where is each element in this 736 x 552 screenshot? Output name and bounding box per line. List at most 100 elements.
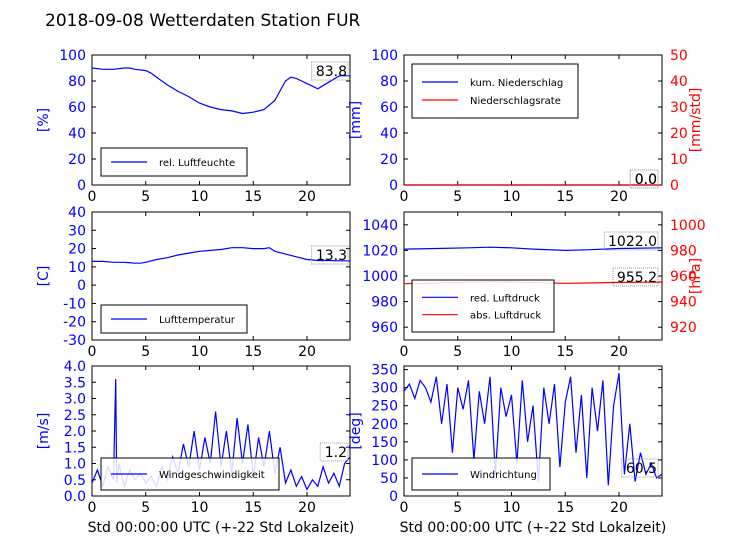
y-tick-label-right: 920 [670, 320, 697, 336]
y-tick-label-right: 30 [670, 100, 688, 116]
y-tick-label: -10 [63, 296, 86, 312]
legend-label: abs. Luftdruck [470, 311, 541, 322]
legend-label: rel. Luftfeuchte [159, 158, 235, 169]
series-line-1 [91, 67, 350, 115]
y-tick-label: 1.0 [64, 457, 86, 473]
x-tick-label: 20 [298, 344, 316, 360]
y-axis-label: [%] [36, 108, 52, 132]
y-tick-label: 3.5 [64, 375, 86, 391]
x-tick-label: 10 [503, 189, 521, 205]
legend: kum. Niederschlag Niederschlagsrate [411, 63, 579, 119]
last-value-box [311, 245, 349, 265]
legend: Windrichtung [411, 457, 551, 491]
y-tick-label-right: 10 [670, 152, 688, 168]
x-tick-label: 10 [503, 500, 521, 516]
x-tick-label: 5 [141, 189, 150, 205]
y-tick-label: 80 [380, 74, 398, 90]
y-axis-label: [mm] [348, 101, 364, 139]
y-tick-label: 20 [68, 152, 86, 168]
y-tick-label: 0 [389, 178, 398, 194]
x-tick-label: 0 [88, 344, 97, 360]
y-tick-label: 100 [371, 48, 398, 64]
last-value-label: 83.8 [316, 64, 347, 80]
legend: Windgeschwindigkeit [100, 457, 280, 491]
y-tick-label: 50 [380, 471, 398, 487]
plot-frame [91, 54, 351, 186]
last-value-label: 955.2 [617, 270, 657, 286]
x-tick-label: 20 [610, 189, 628, 205]
plot-frame [403, 365, 663, 497]
x-tick-label: 0 [400, 189, 409, 205]
y-tick-label: 350 [371, 363, 398, 379]
legend-frame [411, 279, 555, 333]
x-tick-label: 5 [453, 189, 462, 205]
y-tick-label: 0 [77, 278, 86, 294]
last-value-box [603, 231, 659, 251]
y-tick-label: 0 [389, 489, 398, 505]
x-tick-label: 15 [556, 344, 574, 360]
y-tick-label: 20 [68, 242, 86, 258]
x-axis-label: Std 00:00:00 UTC (+-22 Std Lokalzeit) [88, 520, 355, 536]
legend-label: red. Luftdruck [470, 293, 540, 304]
x-tick-label: 15 [244, 189, 262, 205]
series-line-1 [403, 373, 663, 486]
legend-label: kum. Niederschlag [470, 78, 563, 89]
x-tick-label: 10 [191, 500, 209, 516]
y-tick-label: 20 [380, 152, 398, 168]
x-tick-label: 15 [556, 189, 574, 205]
y-axis-label: [deg] [348, 412, 364, 449]
y-tick-label-right: 980 [670, 243, 697, 259]
y-tick-label: 2.5 [64, 408, 86, 424]
last-value-box [612, 267, 659, 287]
x-axis-label: Std 00:00:00 UTC (+-22 Std Lokalzeit) [400, 520, 667, 536]
y-tick-label: 980 [371, 295, 398, 311]
last-value-label: 13.3 [316, 248, 347, 264]
x-tick-label: 0 [400, 344, 409, 360]
y-axis-label-right: [mm/std] [688, 88, 704, 153]
x-tick-label: 20 [610, 500, 628, 516]
y-tick-label: 1040 [362, 218, 398, 234]
series-line-1 [403, 246, 663, 252]
y-tick-label: 80 [68, 74, 86, 90]
y-tick-label: 40 [68, 205, 86, 221]
y-tick-label: 100 [59, 48, 86, 64]
x-tick-label: 5 [453, 344, 462, 360]
y-tick-label: 40 [68, 126, 86, 142]
last-value-label: 0.0 [635, 172, 657, 188]
x-tick-label: 0 [88, 500, 97, 516]
legend: Lufttemperatur [100, 304, 248, 334]
y-tick-label-right: 960 [670, 269, 697, 285]
panel-rain: 0 5 10 15 20 0 20 40 60 80 100 0 10 20 30 40 50 [mm] [mm/s… [348, 48, 704, 205]
y-tick-label: 3.0 [64, 392, 86, 408]
last-value-label: 1.2 [325, 445, 347, 461]
x-tick-label: 0 [88, 189, 97, 205]
x-tick-label: 15 [244, 344, 262, 360]
y-tick-label: 250 [371, 399, 398, 415]
x-tick-label: 10 [191, 344, 209, 360]
y-tick-label-right: 20 [670, 126, 688, 142]
y-tick-label: 0.5 [64, 473, 86, 489]
last-value-box [319, 442, 349, 462]
y-tick-label-right: 1000 [670, 218, 706, 234]
y-tick-label: 2.0 [64, 424, 86, 440]
series-line-1 [92, 247, 350, 264]
last-value-box [621, 458, 659, 478]
y-tick-label: 1020 [362, 243, 398, 259]
plot-frame [91, 211, 351, 341]
y-tick-label-right: 0 [670, 178, 679, 194]
x-tick-label: 20 [610, 344, 628, 360]
x-tick-label: 10 [191, 189, 209, 205]
panel-humidity: 0 5 10 15 20 0 20 40 60 80 100 [%] 83.8 rel. Luftfeuc… [36, 48, 351, 205]
y-tick-label: 40 [380, 126, 398, 142]
y-tick-label: 60 [68, 100, 86, 116]
x-tick-label: 5 [453, 500, 462, 516]
y-tick-label-right: 940 [670, 295, 697, 311]
y-tick-label: 4.0 [64, 359, 86, 375]
x-tick-label: 15 [244, 500, 262, 516]
y-tick-label: 1000 [362, 269, 398, 285]
last-value-box [311, 61, 349, 81]
x-tick-label: 20 [298, 500, 316, 516]
y-tick-label: 10 [68, 260, 86, 276]
